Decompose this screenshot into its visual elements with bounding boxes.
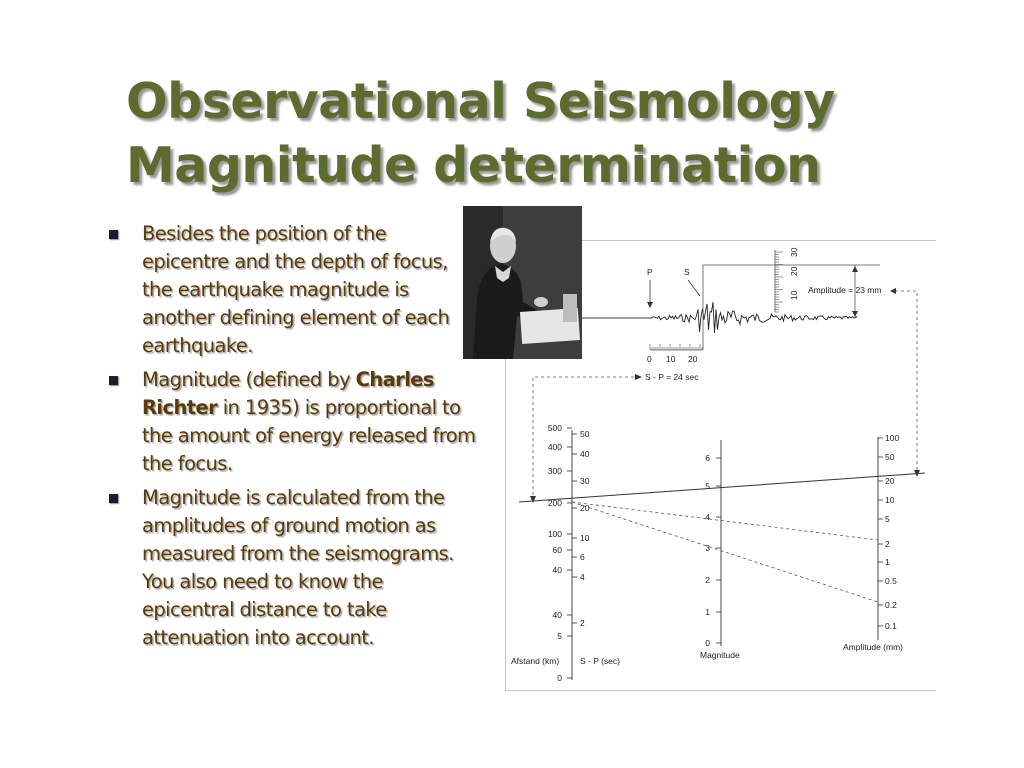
dist-tick-40: 40	[553, 565, 563, 575]
title-line-2: Magnitude determination	[126, 137, 821, 194]
distance-axis: 500 400 300 200 100 60 40 40 5 0 Afstan	[511, 423, 572, 683]
sp-value-label: S - P = 24 sec	[645, 372, 699, 382]
dist-tick-5: 5	[557, 631, 562, 641]
amp-tick-0.5: 0.5	[885, 576, 897, 586]
sp-tick-4: 4	[580, 572, 585, 582]
mag-tick-3: 3	[705, 543, 710, 553]
mag-tick-2: 2	[705, 575, 710, 585]
richter-nomogram-diagram: P S Amplitude = 23 mm 10 20 30 0 10 20	[511, 247, 926, 683]
p-arrow-head-icon	[647, 302, 653, 308]
mag-tick-5: 5	[705, 481, 710, 491]
amp-scale-tick-10: 10	[789, 290, 799, 300]
time-tick-10: 10	[666, 354, 676, 364]
bullet-text: Magnitude is calculated from the amplitu…	[142, 486, 454, 649]
s-arrival-label: S	[684, 267, 690, 277]
mag-tick-0: 0	[705, 638, 710, 648]
amp-tick-2: 2	[885, 539, 890, 549]
amp-tick-0.2: 0.2	[885, 600, 897, 610]
seismogram: P S Amplitude = 23 mm 10 20 30 0 10 20	[530, 247, 920, 503]
magnitude-axis-label: Magnitude	[700, 650, 740, 660]
amp-to-axis-dashed	[895, 290, 918, 476]
dist-tick-0: 0	[557, 673, 562, 683]
amp-scale-tick-20: 20	[789, 266, 799, 276]
photo-figure-head	[490, 229, 516, 263]
title-line-1: Observational Seismology	[126, 73, 835, 130]
time-tick-0: 0	[647, 354, 652, 364]
amp-tick-20: 20	[885, 476, 895, 486]
sp-tick-20: 20	[580, 503, 590, 513]
dist-tick-300: 300	[548, 466, 562, 476]
sp-arrow-right-icon	[635, 374, 642, 380]
dist-tick-400: 400	[548, 442, 562, 452]
richter-portrait-photo	[463, 206, 582, 359]
bullet-item: Magnitude is calculated from the amplitu…	[106, 484, 478, 652]
photo-instrument	[563, 294, 577, 322]
time-tick-20: 20	[688, 354, 698, 364]
sp-tick-50: 50	[580, 429, 590, 439]
sp-tick-6: 6	[580, 552, 585, 562]
amp-scale-marks	[775, 251, 783, 313]
amp-tick-10: 10	[885, 495, 895, 505]
solution-line	[518, 472, 926, 503]
magnitude-axis: 6 5 4 3 2 1 0 Magnitude	[700, 440, 740, 660]
amp-tick-50: 50	[885, 452, 895, 462]
sp-axis-label: S - P (sec)	[580, 656, 620, 666]
dashed-example-1	[571, 501, 879, 541]
bullet-list: Besides the position of the epicentre an…	[106, 220, 478, 658]
dashed-example-2	[571, 501, 879, 603]
seismogram-trace	[649, 302, 858, 334]
sp-tick-30: 30	[580, 476, 590, 486]
amp-tick-5: 5	[885, 514, 890, 524]
nomogram: 500 400 300 200 100 60 40 40 5 0 Afstan	[511, 423, 926, 683]
bullet-text: Besides the position of the epicentre an…	[142, 222, 450, 357]
mag-tick-1: 1	[705, 607, 710, 617]
distance-axis-label: Afstand (km)	[511, 656, 559, 666]
amp-dashed-arrow-icon	[890, 288, 896, 294]
photo-figure-hair	[490, 227, 516, 242]
sp-arrow-down-icon	[530, 496, 536, 503]
amp-arrow-up-icon	[852, 266, 858, 272]
dist-tick-60: 60	[553, 545, 563, 555]
slide-title: Observational Seismology Magnitude deter…	[126, 70, 986, 198]
sp-tick-40: 40	[580, 449, 590, 459]
bullet-text-bold: Charles Richter	[142, 368, 435, 419]
dist-tick-500: 500	[548, 423, 562, 433]
bullet-text-pre: Magnitude (defined by	[142, 368, 356, 391]
time-scale-marks	[649, 344, 703, 350]
photo-figure-collar	[495, 266, 511, 282]
bullet-item: Besides the position of the epicentre an…	[106, 220, 478, 360]
amp-arrow-down-icon	[852, 311, 858, 317]
amp-tick-100: 100	[885, 433, 899, 443]
s-arrow-line	[687, 279, 701, 297]
photo-figure-hand	[534, 297, 548, 307]
bullet-marker-icon	[109, 494, 118, 503]
photo-figure-body	[473, 264, 537, 359]
dist-tick-100: 100	[548, 529, 562, 539]
bullet-item: Magnitude (defined by Charles Richter in…	[106, 366, 478, 478]
amplitude-axis-label: Amplitude (mm)	[843, 642, 903, 652]
dist-tick-200: 200	[548, 498, 562, 508]
bullet-marker-icon	[109, 230, 118, 239]
bullet-text-post: in 1935) is proportional to the amount o…	[142, 396, 476, 475]
amp-scale-tick-30: 30	[789, 247, 799, 257]
dist-tick-40b: 40	[553, 610, 563, 620]
mag-tick-4: 4	[705, 512, 710, 522]
bullet-marker-icon	[109, 376, 118, 385]
amp-tick-0.1: 0.1	[885, 621, 897, 631]
sp-tick-2: 2	[580, 618, 585, 628]
amp-tick-1: 1	[885, 557, 890, 567]
mag-tick-6: 6	[705, 453, 710, 463]
amplitude-label: Amplitude = 23 mm	[808, 285, 881, 295]
sp-axis: 50 40 30 20 10 6 4 2 S - P (sec)	[572, 429, 620, 666]
p-arrival-label: P	[647, 267, 653, 277]
amplitude-axis: 100 50 20 10 5 2 1 0.5 0.2 0.1 Amplitud	[843, 433, 903, 652]
sp-tick-10: 10	[580, 533, 590, 543]
